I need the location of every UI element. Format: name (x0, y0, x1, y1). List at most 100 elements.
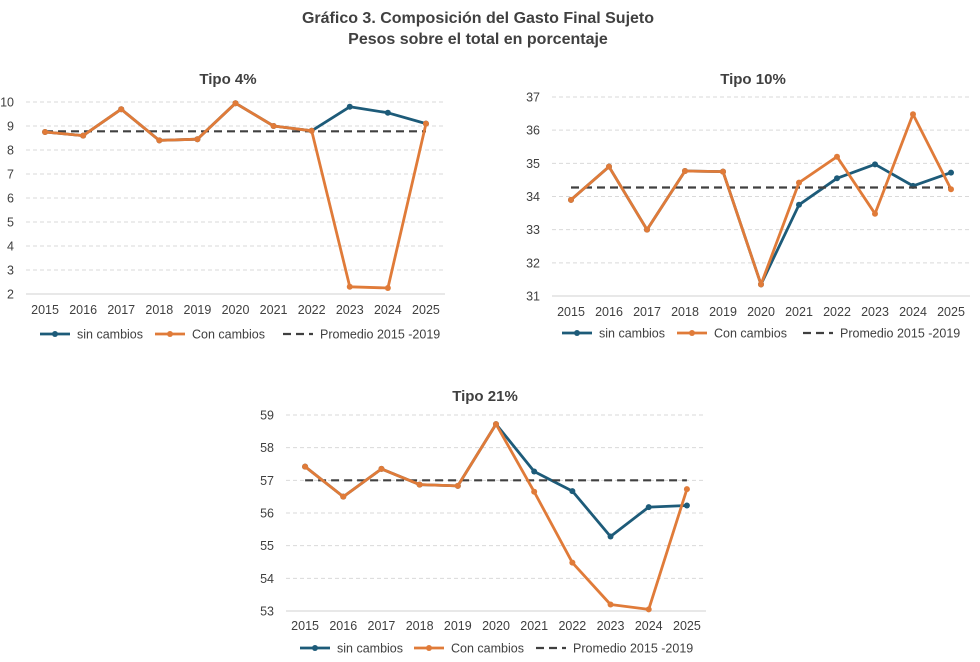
y-tick-label: 9 (7, 120, 14, 134)
data-point (568, 196, 574, 203)
series-sin-cambios (568, 161, 954, 288)
chart-tipo-4: Tipo 4% 2 3 4 5 6 7 8 9 10 2015 2016 2017 2018 2019 202… (0, 71, 445, 342)
data-point (308, 127, 315, 134)
data-point (607, 601, 614, 608)
data-point (644, 226, 650, 233)
y-tick-label: 59 (260, 409, 274, 423)
y-tick-label: 55 (260, 539, 274, 553)
legend-marker (312, 645, 318, 651)
data-point (416, 481, 423, 488)
data-point (270, 123, 277, 129)
data-point (910, 111, 916, 118)
y-tick-label: 7 (7, 168, 14, 182)
legend-item: Con cambios (414, 642, 524, 656)
x-tick-label: 2018 (145, 303, 173, 317)
y-tick-label: 10 (0, 96, 14, 110)
data-point (340, 493, 347, 500)
x-tick-label: 2025 (673, 619, 701, 633)
legend-marker (167, 331, 173, 337)
x-tick-label: 2020 (747, 305, 775, 319)
y-tick-label: 32 (526, 256, 540, 270)
chart-tipo-10: Tipo 10% 31 32 33 34 35 36 37 2015 2016 2017 2018 20… (526, 71, 970, 341)
data-point (232, 100, 239, 107)
legend-label: Promedio 2015 -2019 (840, 327, 960, 341)
data-point (346, 103, 353, 110)
x-tick-label: 2017 (107, 303, 135, 317)
x-tick-label: 2025 (937, 305, 965, 319)
x-tick-label: 2024 (635, 619, 663, 633)
data-point (194, 136, 201, 143)
data-point (796, 179, 802, 186)
data-point (796, 201, 802, 208)
data-point (720, 168, 726, 175)
main-title: Gráfico 3. Composición del Gasto Final S… (0, 8, 956, 50)
y-tick-label: 31 (526, 290, 540, 304)
y-tick-label: 4 (7, 240, 14, 254)
data-point (683, 502, 690, 509)
data-point (531, 468, 538, 475)
data-point (454, 482, 461, 489)
data-point (156, 137, 163, 144)
legend-label: sin cambios (77, 328, 143, 342)
chart-title: Tipo 4% (199, 71, 256, 88)
series-con-cambios (568, 111, 954, 288)
series-sin-cambios (42, 100, 429, 144)
x-tick-label: 2018 (671, 305, 699, 319)
legend-item: sin cambios (40, 328, 143, 342)
x-tick-label: 2024 (374, 303, 402, 317)
chart-title: Tipo 21% (452, 388, 518, 405)
data-point (80, 132, 87, 139)
y-tick-label: 2 (7, 288, 14, 302)
x-tick-label: 2022 (298, 303, 326, 317)
x-tick-label: 2021 (520, 619, 548, 633)
legend-item: Con cambios (677, 327, 787, 341)
legend-label: Promedio 2015 -2019 (320, 328, 440, 342)
y-tick-label: 8 (7, 144, 14, 158)
data-point (493, 421, 499, 428)
chart-tipo-21: Tipo 21% 53 54 55 56 57 58 59 2015 2016 2017 2018 20… (260, 388, 706, 656)
legend-item: sin cambios (562, 327, 665, 341)
data-point (118, 106, 125, 113)
x-tick-label: 2021 (260, 303, 288, 317)
data-point (531, 488, 538, 495)
legend-label: sin cambios (599, 327, 665, 341)
x-tick-label: 2017 (633, 305, 661, 319)
legend-label: Con cambios (451, 642, 524, 656)
y-tick-label: 53 (260, 605, 274, 619)
x-tick-label: 2019 (709, 305, 737, 319)
x-tick-label: 2023 (861, 305, 889, 319)
data-point (378, 465, 385, 472)
data-point (42, 129, 49, 135)
x-tick-label: 2024 (899, 305, 927, 319)
x-tick-label: 2015 (291, 619, 319, 633)
legend-item: Promedio 2015 -2019 (803, 327, 960, 341)
y-tick-label: 56 (260, 507, 274, 521)
main-title-line1: Gráfico 3. Composición del Gasto Final S… (301, 10, 655, 27)
legend-marker (52, 331, 58, 337)
y-tick-label: 6 (7, 192, 14, 206)
legend-marker (426, 645, 432, 651)
y-tick-label: 5 (7, 216, 14, 230)
data-point (569, 488, 576, 495)
data-point (872, 210, 878, 217)
data-point (872, 161, 878, 168)
data-point (384, 285, 391, 291)
y-tick-label: 36 (526, 124, 540, 138)
legend-label: Promedio 2015 -2019 (573, 642, 693, 656)
x-tick-label: 2020 (222, 303, 250, 317)
y-tick-label: 58 (260, 441, 274, 455)
data-point (606, 163, 612, 170)
data-point (683, 486, 690, 493)
x-tick-label: 2022 (558, 619, 586, 633)
x-tick-label: 2015 (557, 305, 585, 319)
data-point (569, 559, 576, 566)
y-tick-label: 37 (526, 91, 540, 105)
legend-label: Con cambios (714, 327, 787, 341)
main-title-line2: Pesos sobre el total en porcentaje (348, 31, 608, 48)
series-line (570, 162, 952, 286)
legend-item: sin cambios (300, 642, 403, 656)
x-tick-label: 2022 (823, 305, 851, 319)
legend-marker (689, 330, 695, 336)
data-point (948, 169, 954, 176)
x-tick-label: 2019 (444, 619, 472, 633)
